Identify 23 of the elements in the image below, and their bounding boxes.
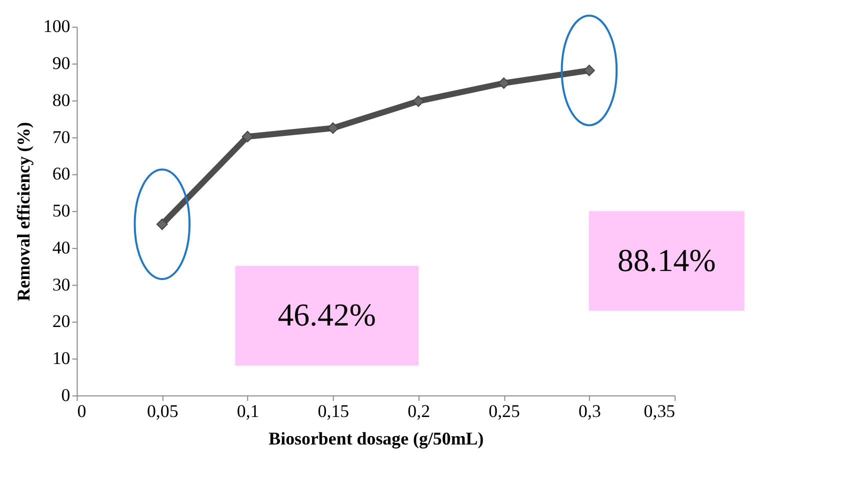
y-tick-label: 20 (52, 311, 70, 332)
y-tick-label: 70 (52, 126, 70, 147)
x-tick-label: 0,15 (318, 400, 350, 421)
x-axis-title: Biosorbent dosage (g/50mL) (268, 428, 484, 449)
x-tick-label: 0 (77, 400, 86, 421)
x-tick-label: 0,25 (488, 400, 520, 421)
y-tick-label: 0 (61, 384, 70, 405)
annotation: 88.14% (618, 242, 716, 278)
y-tick-label: 60 (52, 164, 70, 184)
annotation: 46.42% (278, 298, 376, 333)
y-tick-label: 10 (52, 348, 70, 368)
y-tick-label: 100 (43, 16, 70, 36)
x-tick-label: 0,3 (578, 400, 601, 421)
x-tick-label: 0,1 (236, 400, 260, 421)
y-tick-label: 50 (52, 200, 70, 221)
x-tick-label: 0,35 (644, 400, 676, 421)
y-tick-label: 80 (52, 90, 70, 110)
y-tick-label: 90 (52, 53, 70, 74)
y-tick-label: 40 (52, 237, 70, 258)
x-tick-label: 0,2 (408, 400, 430, 421)
y-tick-label: 30 (52, 274, 70, 294)
y-axis-title: Removal efficiency (%) (13, 122, 34, 302)
x-tick-label: 0,05 (146, 400, 178, 421)
